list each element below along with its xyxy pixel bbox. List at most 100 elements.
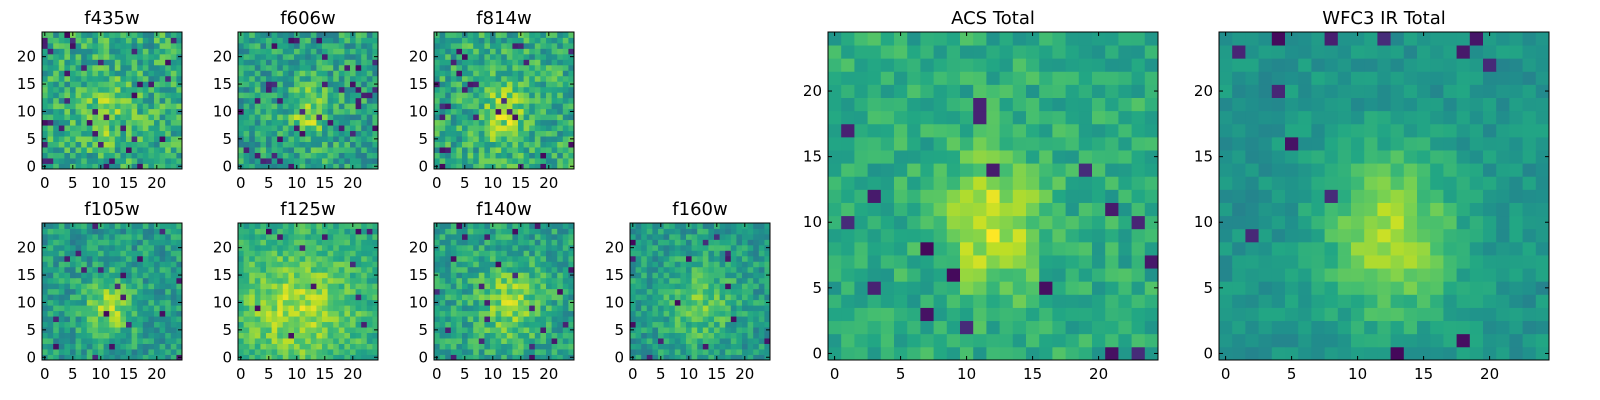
heatmap-cell (338, 349, 345, 355)
heatmap-cell (445, 119, 452, 126)
heatmap-cell (282, 103, 289, 110)
heatmap-cell (680, 228, 687, 235)
heatmap-cell (114, 37, 121, 44)
heatmap-cell (277, 294, 284, 301)
heatmap-cell (894, 228, 908, 243)
heatmap-cell (254, 32, 261, 38)
heatmap-cell (1052, 215, 1066, 230)
heatmap-cell (1144, 281, 1159, 295)
heatmap-cell (86, 250, 93, 257)
heatmap-cell (467, 343, 474, 350)
heatmap-cell (753, 261, 760, 268)
heatmap-cell (946, 294, 961, 308)
heatmap-cell (434, 92, 440, 99)
heatmap-cell (103, 147, 110, 153)
heatmap-cell (322, 119, 328, 126)
heatmap-cell (333, 48, 340, 55)
heatmap-cell (490, 70, 496, 77)
heatmap-cell (86, 239, 93, 246)
heatmap-cell (714, 244, 720, 251)
heatmap-cell (305, 332, 312, 339)
heatmap-cell (53, 338, 60, 344)
heatmap-cell (294, 316, 300, 323)
heatmap-cell (484, 163, 491, 170)
heatmap-cell (462, 42, 468, 49)
heatmap-cell (86, 272, 93, 279)
heatmap-cell (249, 86, 256, 93)
heatmap-cell (288, 255, 295, 262)
heatmap-cell (562, 272, 569, 279)
heatmap-cell (674, 316, 681, 323)
heatmap-cell (249, 158, 256, 164)
heatmap-cell (512, 283, 519, 290)
heatmap-cell (70, 59, 76, 66)
heatmap-cell (243, 321, 250, 328)
heatmap-cell (277, 147, 284, 153)
heatmap-cell (294, 299, 300, 306)
heatmap-cell (495, 277, 502, 284)
heatmap-cell (316, 272, 323, 279)
heatmap-cell (333, 152, 340, 159)
heatmap-cell (490, 108, 496, 115)
heatmap-cell (338, 152, 345, 159)
heatmap-cell (708, 305, 715, 312)
heatmap-cell (81, 53, 88, 60)
heatmap-cell (551, 141, 558, 148)
heatmap-cell (523, 97, 530, 104)
heatmap-cell (534, 316, 541, 323)
heatmap-cell (686, 305, 692, 312)
heatmap-cell (238, 294, 244, 301)
heatmap-cell (495, 147, 502, 153)
heatmap-cell (484, 70, 491, 77)
heatmap-cell (142, 223, 149, 229)
heatmap-cell (691, 327, 698, 333)
heatmap-cell (288, 147, 295, 153)
heatmap-cell (630, 250, 636, 257)
heatmap-cell (652, 327, 659, 333)
heatmap-cell (305, 53, 312, 60)
heatmap-cell (238, 158, 244, 164)
heatmap-cell (495, 233, 502, 240)
heatmap-cell (47, 288, 54, 295)
heatmap-cell (501, 310, 508, 317)
heatmap-cell (42, 37, 48, 44)
heatmap-cell (53, 228, 60, 235)
heatmap-cell (238, 37, 244, 44)
heatmap-cell (243, 70, 250, 77)
heatmap-cell (103, 354, 110, 361)
heatmap-cell (249, 233, 256, 240)
heatmap-cell (316, 64, 323, 71)
heatmap-cell (266, 310, 272, 317)
heatmap-cell (305, 114, 312, 121)
heatmap-cell (75, 42, 82, 49)
heatmap-cell (680, 332, 687, 339)
heatmap-cell (137, 32, 144, 38)
heatmap-cell (316, 32, 323, 38)
heatmap-cell (529, 147, 536, 153)
heatmap-cell (473, 119, 480, 126)
heatmap-cell (249, 310, 256, 317)
heatmap-cell (142, 32, 149, 38)
heatmap-cell (361, 310, 368, 317)
heatmap-cell (75, 305, 82, 312)
heatmap-cell (271, 272, 278, 279)
heatmap-cell (266, 147, 272, 153)
heatmap-cell (473, 70, 480, 77)
heatmap-cell (551, 261, 558, 268)
heatmap-cell (159, 316, 166, 323)
heatmap-cell (176, 158, 183, 164)
heatmap-cell (686, 332, 692, 339)
heatmap-cell (473, 136, 480, 142)
heatmap-cell (355, 349, 362, 355)
heatmap-cell (53, 354, 60, 361)
heatmap-cell (282, 288, 289, 295)
heatmap-cell (299, 255, 306, 262)
heatmap-cell (64, 288, 71, 295)
heatmap-cell (254, 70, 261, 77)
heatmap-cell (131, 354, 138, 361)
heatmap-cell (81, 130, 88, 137)
heatmap-cell (350, 288, 356, 295)
heatmap-cell (92, 125, 99, 132)
heatmap-cell (305, 163, 312, 170)
heatmap-cell (736, 266, 743, 273)
